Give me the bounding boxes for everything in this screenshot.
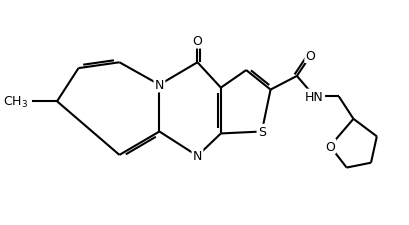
Text: N: N xyxy=(192,150,202,163)
Text: O: O xyxy=(305,50,315,63)
Text: N: N xyxy=(154,79,164,92)
Text: HN: HN xyxy=(304,90,323,104)
Text: S: S xyxy=(257,126,265,138)
Text: O: O xyxy=(192,35,202,48)
Text: CH$_3$: CH$_3$ xyxy=(3,94,28,109)
Text: O: O xyxy=(324,140,334,153)
